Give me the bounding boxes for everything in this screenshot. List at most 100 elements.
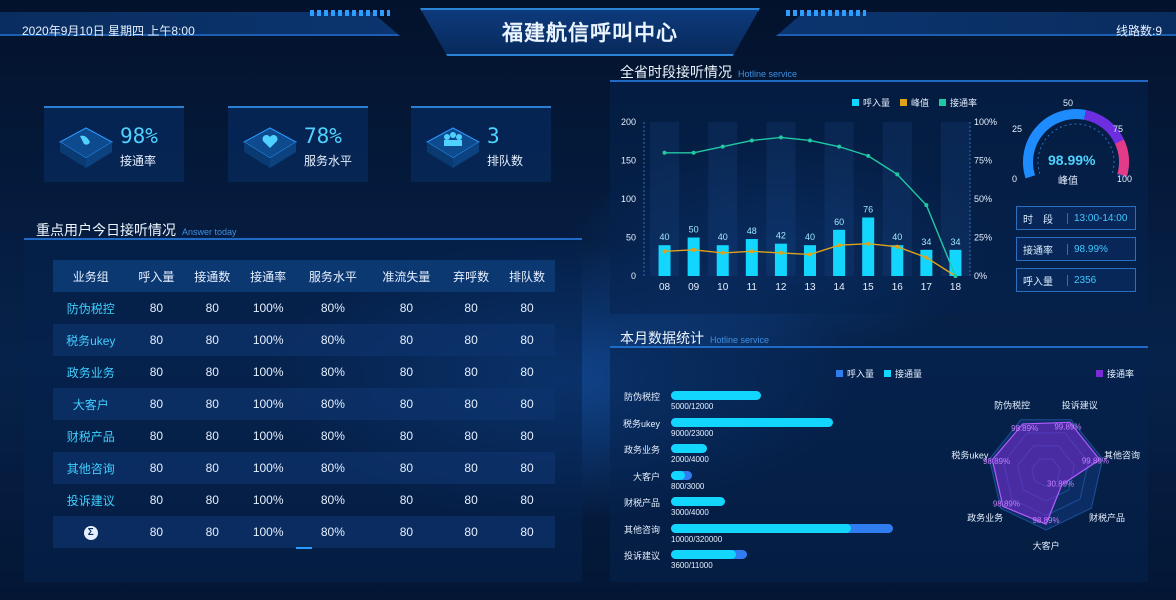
bar-connected[interactable] [671, 497, 726, 506]
table-cell: 80 [520, 365, 534, 379]
group-name: 政务业务 [66, 365, 115, 380]
table-row[interactable]: 税务ukey 80 80 100% 80% 80 80 80 [53, 324, 555, 356]
table-row[interactable]: 防伪税控 80 80 100% 80% 80 80 80 [53, 292, 555, 324]
table-cell: 80% [320, 429, 345, 443]
y2-tick-label: 100% [974, 117, 997, 127]
bar[interactable] [658, 245, 671, 276]
bar-connected[interactable] [671, 470, 686, 480]
table-cell: 80 [399, 493, 414, 507]
bar[interactable] [745, 239, 758, 276]
bar[interactable] [804, 245, 816, 276]
pager-indicator[interactable] [296, 547, 312, 549]
header-left-band [0, 12, 400, 36]
radar-axis-label: 财税产品 [1089, 512, 1125, 523]
y-tick-label: 0 [631, 271, 636, 281]
bar-connected[interactable] [671, 523, 852, 533]
legend-swatch [939, 99, 947, 106]
bar[interactable] [687, 237, 700, 277]
table-row[interactable]: 投诉建议 80 80 100% 80% 80 80 80 [53, 484, 555, 516]
peak-line-point [837, 243, 842, 248]
gauge-value: 98.99% [1048, 152, 1096, 168]
group-name: 防伪税控 [66, 301, 115, 316]
y2-tick-label: 0% [974, 271, 987, 281]
legend-item: 接通率 [1107, 369, 1135, 379]
table-cell: 80 [464, 301, 478, 315]
legend-swatch [836, 370, 843, 377]
table-cell: 80 [443, 324, 500, 356]
bar[interactable] [862, 217, 875, 276]
total-cell: 80 [184, 516, 241, 548]
table-row[interactable]: 财税产品 80 80 100% 80% 80 80 80 [53, 420, 555, 452]
radar-axis-label: 政务业务 [967, 512, 1003, 523]
radar-value-label: 99.89% [1054, 422, 1081, 431]
section-title: 本月数据统计 [620, 330, 704, 346]
table-cell: 80 [443, 452, 500, 484]
kpi-card-queue: 3 排队数 [411, 106, 551, 182]
column-header: 接通率 [240, 260, 297, 292]
table-cell: 80 [443, 388, 500, 420]
peak-line-point [662, 249, 667, 254]
legend-swatch [852, 99, 859, 106]
bar-value-label: 50 [689, 225, 699, 235]
bar[interactable] [920, 249, 933, 276]
bar-sub-label: 800/3000 [671, 481, 705, 491]
gauge-tick: 75 [1113, 124, 1124, 134]
group-name: 税务ukey [53, 324, 129, 356]
table-row[interactable]: 其他咨询 80 80 100% 80% 80 80 80 [53, 452, 555, 484]
rate-line-point [953, 274, 958, 278]
table-cell: 80 [149, 493, 164, 507]
legend-swatch [884, 370, 892, 377]
info-key: 时 段 [1023, 214, 1053, 226]
table-cell: 80 [149, 365, 164, 379]
table-row[interactable]: 政务业务 80 80 100% 80% 80 80 80 [53, 356, 555, 388]
radar-axis-label: 投诉建议 [1062, 399, 1098, 410]
total-cell: 100% [240, 516, 297, 548]
rate-line-point [749, 138, 754, 143]
table-cell: 100% [240, 452, 297, 484]
radar-value-label: 99.89% [1082, 457, 1109, 466]
bar-sub-label: 5000/12000 [671, 402, 714, 411]
bar-value-label: 40 [892, 232, 902, 242]
bar-value-label: 40 [718, 232, 728, 242]
bar[interactable] [949, 249, 962, 276]
rate-line-point [866, 153, 871, 158]
kpi-label: 接通率 [120, 154, 157, 168]
kpi-card-connect-rate: 98% 接通率 [44, 106, 184, 182]
bar[interactable] [774, 243, 787, 276]
bar[interactable] [833, 229, 846, 276]
monthly-panel [610, 346, 1148, 582]
table-cell: 80 [149, 429, 164, 443]
bar-sub-label: 3600/11000 [671, 561, 713, 570]
y-tick-label: 200 [621, 117, 636, 127]
y-tick-label: 50 [626, 233, 636, 243]
column-header: 弃呼数 [443, 260, 500, 292]
table-header-row: 业务组 呼入量 接通数 接通率 服务水平 准流失量 弃呼数 排队数 [53, 260, 555, 292]
hourly-legend: 呼入量 峰值 接通率 [852, 96, 977, 109]
table-row[interactable]: 大客户 80 80 100% 80% 80 80 80 [53, 388, 555, 420]
bar-connected[interactable] [671, 550, 736, 559]
line-count: 线路数:9 [1115, 24, 1162, 38]
info-volume: 呼入量 2356 [1016, 268, 1136, 292]
x-tick-label: 12 [775, 282, 787, 293]
radar-area [991, 421, 1101, 525]
bar-connected[interactable] [671, 444, 708, 453]
section-subtitle: Hotline service [710, 335, 770, 345]
kpi-value: 3 [487, 124, 500, 148]
bar[interactable] [716, 245, 729, 276]
bar-connected[interactable] [671, 391, 762, 400]
kpi-label: 排队数 [487, 154, 524, 168]
table-cell: 100% [252, 493, 284, 507]
peak-line-point [808, 252, 812, 257]
hourly-chart: 200 150 100 50 0 100% 75% 50% 25% 0% 40 08 50 09 40 10 4… [621, 117, 997, 293]
table-cell: 80% [320, 493, 345, 507]
table-cell: 80 [464, 429, 478, 443]
bar[interactable] [891, 245, 904, 276]
bar-label: 投诉建议 [623, 551, 660, 561]
bar-connected[interactable] [671, 417, 834, 427]
user-table: 业务组 呼入量 接通数 接通率 服务水平 准流失量 弃呼数 排队数 防伪税控 80 80 100% 8… [53, 260, 555, 548]
gauge-fill [1114, 139, 1129, 177]
table-cell: 80% [296, 452, 370, 484]
phone-icon [58, 127, 114, 168]
bar-value-label: 76 [863, 204, 873, 214]
x-tick-label: 10 [717, 282, 729, 293]
